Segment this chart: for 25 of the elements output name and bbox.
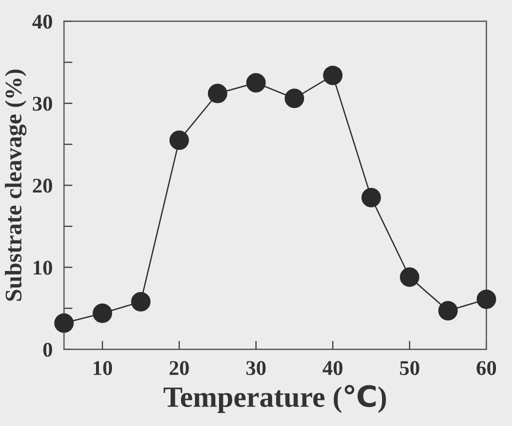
x-tick-label: 60 xyxy=(476,361,496,376)
point xyxy=(284,88,304,108)
x-tick-label: 20 xyxy=(170,361,189,376)
x-tick-label: 50 xyxy=(400,361,420,376)
y-tick-label: 40 xyxy=(32,14,52,29)
y-tick-label: 10 xyxy=(34,260,52,275)
y-tick-label: 20 xyxy=(32,178,52,193)
point xyxy=(361,188,381,208)
point xyxy=(323,66,343,86)
point xyxy=(54,313,74,333)
x-tick-label: 10 xyxy=(94,361,112,376)
point xyxy=(131,292,151,312)
y-axis-title: Substrate cleavage (%) xyxy=(4,70,26,301)
x-tick-label: 40 xyxy=(322,361,342,376)
point xyxy=(208,84,228,104)
x-axis-title: Temperature (℃) xyxy=(164,384,386,413)
point xyxy=(92,304,112,323)
point xyxy=(246,73,266,93)
point xyxy=(169,130,189,150)
y-tick-label: 30 xyxy=(32,96,52,111)
point xyxy=(438,301,458,320)
point xyxy=(476,290,496,310)
point xyxy=(400,267,420,287)
y-tick-label: 0 xyxy=(43,342,52,357)
x-tick-label: 30 xyxy=(246,361,266,376)
